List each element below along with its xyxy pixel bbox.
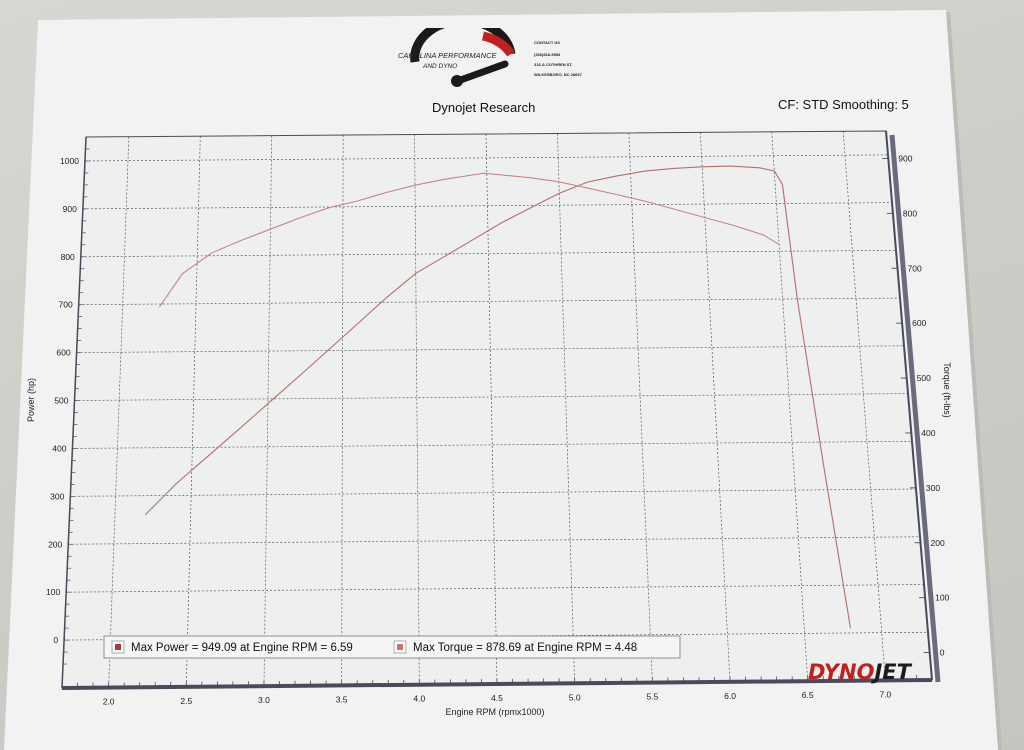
contact-line: (336)818-5583 <box>534 52 561 57</box>
y-left-tick-label: 300 <box>50 491 64 501</box>
y-right-tick-label: 800 <box>903 208 917 218</box>
contact-line: CONTACT US <box>534 40 560 45</box>
dynojet-logo: DYNOJET <box>808 660 913 684</box>
y-left-tick-label: 0 <box>53 635 58 645</box>
legend-item-label: Max Power = 949.09 at Engine RPM = 6.59 <box>131 642 353 654</box>
y-left-tick-label: 200 <box>48 539 62 549</box>
x-tick-label: 2.5 <box>180 696 192 706</box>
x-tick-label: 5.5 <box>646 692 658 702</box>
y-right-tick-label: 900 <box>898 153 912 163</box>
y-gridline <box>66 584 925 593</box>
y-left-tick-label: 1000 <box>60 156 79 166</box>
y-left-tick-label: 500 <box>54 396 68 406</box>
plot-area <box>61 130 933 689</box>
logo-text: CAROLINA PERFORMANCE <box>398 51 497 60</box>
chart-title: Dynojet Research <box>432 100 536 115</box>
x-tick-label: 6.5 <box>802 690 814 700</box>
y-axis-right-title: Torque (ft-lbs) <box>942 362 952 418</box>
y-right-tick-label: 200 <box>931 538 945 548</box>
y-axis-right-line <box>885 130 933 681</box>
x-tick-label: 4.0 <box>413 694 425 704</box>
y-gridline <box>84 154 889 162</box>
y-left-tick-label: 800 <box>61 252 75 262</box>
x-tick-label: 2.0 <box>103 697 115 707</box>
y-right-tick-label: 600 <box>912 318 926 328</box>
y-right-tick-label: 500 <box>917 373 931 383</box>
legend-swatch <box>115 644 121 650</box>
y-gridline <box>70 488 917 497</box>
x-tick-label: 5.0 <box>569 692 581 702</box>
legend-item-label: Max Torque = 878.69 at Engine RPM = 4.48 <box>413 642 637 654</box>
x-tick-label: 3.5 <box>336 694 348 704</box>
y-left-tick-label: 600 <box>56 348 70 358</box>
y-right-tick-label: 0 <box>940 648 945 658</box>
y-left-tick-label: 100 <box>46 587 60 597</box>
y-left-tick-label: 700 <box>59 300 73 310</box>
y-gridline <box>82 202 893 210</box>
correction-settings: CF: STD Smoothing: 5 <box>778 97 909 112</box>
y-gridline <box>78 297 901 306</box>
x-tick-label: 6.0 <box>724 691 736 701</box>
x-tick-label: 3.0 <box>258 695 270 705</box>
y-axis-left-title: Power (hp) <box>26 378 36 422</box>
y-gridline <box>74 393 909 401</box>
y-right-tick-label: 400 <box>921 428 935 438</box>
legend-box <box>103 635 681 659</box>
y-right-tick-label: 100 <box>935 593 949 603</box>
frame-shadow <box>889 134 941 683</box>
legend-swatch <box>397 644 403 650</box>
contact-line: WILKESBORO, NC 28697 <box>534 72 582 77</box>
y-right-tick-label: 700 <box>908 263 922 273</box>
x-tick-label: 7.0 <box>879 689 891 699</box>
contact-line: 316-A COTHREN ST. <box>534 62 573 67</box>
y-right-tick-label: 300 <box>926 483 940 493</box>
series-line-torque <box>158 172 780 308</box>
y-left-tick-label: 400 <box>52 443 66 453</box>
y-gridline <box>68 536 921 545</box>
x-axis-title: Engine RPM (rpmx1000) <box>445 707 544 717</box>
y-left-tick-label: 900 <box>63 204 77 214</box>
series-line-power <box>144 165 852 629</box>
x-tick-label: 4.5 <box>491 693 503 703</box>
y-gridline <box>76 345 905 353</box>
svg-text:AND DYNO: AND DYNO <box>422 63 457 70</box>
